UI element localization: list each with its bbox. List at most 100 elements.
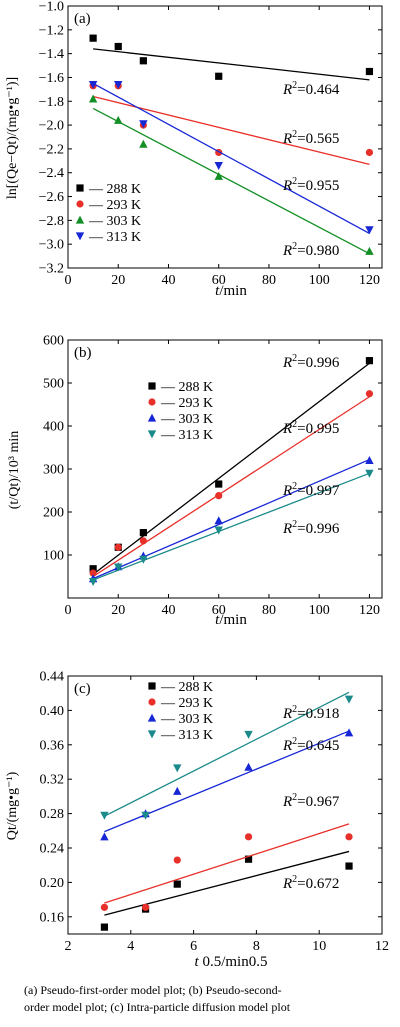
r2-symbol: R: [282, 521, 292, 537]
r2-annotation: R2=0.980: [282, 241, 339, 259]
x-axis-label-unit: /min: [219, 283, 247, 299]
r2-annotation: R2=0.645: [282, 736, 339, 754]
y-tick-label: −2.4: [39, 166, 64, 181]
legend-entry: — 288 K: [88, 182, 141, 197]
data-point: [365, 469, 374, 478]
r2-value: =0.645: [297, 738, 339, 754]
legend-marker: [147, 413, 157, 422]
data-point: [114, 563, 123, 572]
legend-marker: [148, 398, 156, 406]
data-point: [114, 115, 123, 124]
r2-value: =0.955: [297, 178, 339, 194]
series-303-k: [88, 94, 374, 255]
x-tick-label: 100: [309, 273, 330, 288]
x-axis-label-unit: /min: [219, 612, 247, 628]
y-tick-label: 500: [43, 377, 64, 392]
x-tick-label: 20: [111, 273, 125, 288]
data-point: [244, 855, 253, 863]
y-tick-label: −1.2: [39, 23, 64, 38]
legend-entry: — 303 K: [160, 412, 213, 427]
x-tick-label: 10: [312, 939, 326, 954]
r2-value: =0.996: [297, 521, 340, 537]
data-point: [365, 148, 374, 157]
fit-line: [93, 48, 370, 81]
r2-value: =0.565: [297, 131, 339, 147]
r2-symbol: R: [282, 131, 292, 147]
r2-value: =0.997: [297, 483, 340, 499]
data-point: [173, 764, 182, 773]
x-axis-label-var: t: [215, 612, 220, 628]
data-point: [139, 555, 148, 564]
x-tick-label: 8: [253, 939, 260, 954]
y-tick-label: 0.40: [40, 704, 65, 719]
r2-annotation: R2=0.997: [282, 481, 340, 499]
legend-marker: [147, 730, 157, 739]
r2-exponent: 2: [292, 704, 297, 715]
series-288-k: [89, 357, 374, 575]
fit-line: [92, 107, 370, 255]
r2-symbol: R: [282, 706, 292, 722]
panel-label: (b): [74, 345, 92, 361]
x-tick-label: 120: [359, 273, 380, 288]
chart-panel-c: 2 4 6 8 10 12 0.16 0.20 0.24 0.28 0.32 0.36 0.40 0.44…: [5, 670, 389, 971]
r2-exponent: 2: [292, 176, 297, 187]
y-tick-label: −1.6: [39, 71, 64, 86]
y-tick-label: 600: [43, 334, 64, 349]
x-tick-label: 40: [161, 273, 175, 288]
plot-frame: [67, 675, 383, 935]
data-point: [365, 390, 374, 398]
data-point: [89, 34, 97, 42]
legend-entry: — 303 K: [160, 712, 213, 727]
chart-panel-b: 0 20 40 60 80 100 120 100 200 300 400 500 600 (b) t/mi…: [7, 334, 383, 628]
r2-annotation: R2=0.464: [282, 80, 340, 98]
r2-symbol: R: [282, 178, 292, 194]
data-point: [214, 516, 223, 525]
data-point: [215, 480, 223, 488]
data-point: [244, 762, 253, 771]
figure: 0 20 40 60 80 100 120−3.2−3.0−2.8−2.6−2.4−2.2−…: [5, 0, 389, 971]
r2-annotation: R2=0.918: [282, 704, 339, 722]
data-point: [173, 880, 181, 888]
data-point: [365, 226, 374, 235]
x-tick-label: 20: [111, 603, 125, 618]
r2-annotation: R2=0.955: [282, 176, 339, 194]
data-point: [244, 833, 253, 841]
caption-line-1: (a) Pseudo-first-order model plot; (b) P…: [24, 983, 282, 997]
panel-label: (c): [74, 681, 91, 697]
y-tick-label: 0.24: [40, 842, 65, 857]
data-point: [100, 903, 109, 911]
r2-exponent: 2: [292, 419, 297, 430]
x-tick-label: 0: [65, 603, 72, 618]
y-tick-label: 100: [43, 549, 64, 564]
legend-entry: — 313 K: [160, 428, 213, 443]
data-point: [173, 786, 182, 795]
caption-line-2: order model plot; (c) Intra-particle dif…: [24, 1000, 291, 1014]
legend-marker: [148, 382, 156, 390]
data-point: [139, 139, 148, 148]
series-313-k: [88, 81, 374, 235]
y-axis-label: Qt/(mg•g⁻¹): [5, 771, 20, 840]
x-axis-label: t 0.5/min0.5: [195, 954, 268, 970]
r2-exponent: 2: [292, 129, 297, 140]
y-tick-label: −2.6: [39, 190, 64, 205]
x-tick-label: 120: [359, 603, 380, 618]
data-point: [214, 161, 223, 170]
data-point: [365, 67, 374, 76]
data-point: [344, 728, 354, 737]
y-tick-label: 0.20: [40, 876, 65, 891]
r2-exponent: 2: [292, 481, 297, 492]
fit-line: [92, 82, 370, 235]
data-point: [114, 543, 122, 551]
legend-marker: [148, 698, 156, 706]
data-point: [141, 903, 150, 911]
y-tick-label: 0.32: [40, 773, 65, 788]
data-point: [114, 42, 122, 51]
series-288-k: [89, 34, 374, 81]
x-axis-label-var: t: [195, 954, 200, 970]
legend: — 288 K— 293 K— 303 K— 313 K: [147, 680, 213, 743]
r2-annotation: R2=0.996: [282, 353, 340, 371]
x-tick-label: 0: [65, 273, 72, 288]
r2-value: =0.996: [297, 355, 340, 371]
data-point: [344, 695, 354, 704]
data-point: [365, 357, 374, 365]
